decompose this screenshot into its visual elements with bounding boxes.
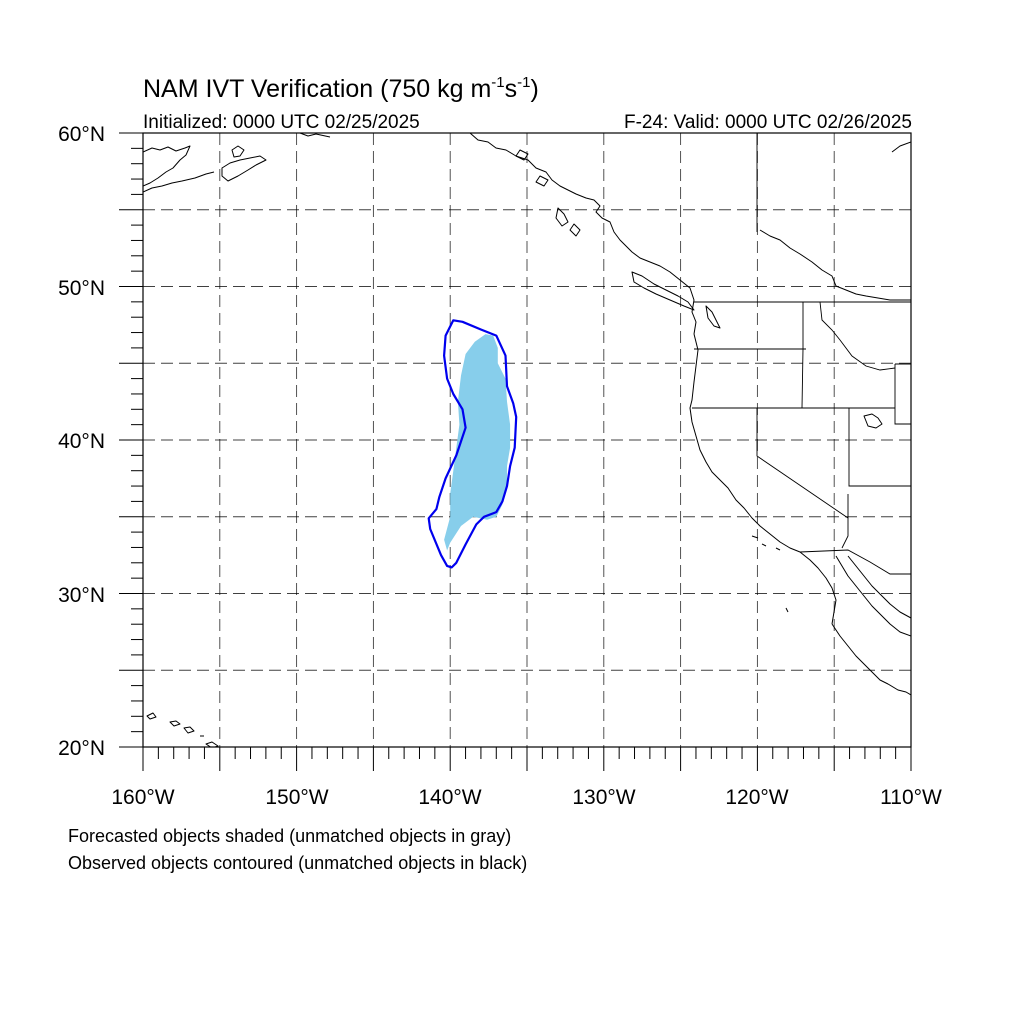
- alaska-south-coast: [299, 133, 331, 138]
- idaho-border: [801, 302, 804, 409]
- lat-label-40n: 40°N: [58, 430, 105, 453]
- cook-inlet: [231, 145, 245, 158]
- gulf-of-california: [835, 555, 911, 637]
- lon-label-110w: 110°W: [880, 786, 942, 809]
- mexico-mainland-coast: [847, 555, 911, 619]
- lon-label-130w: 130°W: [572, 786, 635, 809]
- longitude-labels: 160°W 150°W 140°W 130°W 120°W 110°W: [111, 786, 942, 809]
- lon-label-140w: 140°W: [418, 786, 481, 809]
- coastlines: [143, 133, 911, 747]
- inland-bc-coast: [759, 229, 911, 301]
- alaska-panhandle-coast: [469, 133, 697, 335]
- channel-islands: [751, 535, 789, 613]
- us-mexico-border: [799, 549, 911, 575]
- alaska-islands: [515, 149, 581, 237]
- political-borders: [692, 133, 911, 575]
- utah-border: [848, 408, 911, 487]
- wyoming-border: [894, 363, 911, 425]
- lat-label-30n: 30°N: [58, 584, 105, 607]
- valid-time-label: F-24: Valid: 0000 UTC 02/26/2025: [624, 112, 912, 133]
- puget-sound: [705, 305, 721, 329]
- graticule: [143, 133, 911, 747]
- kodiak-island: [221, 155, 267, 182]
- map-title: NAM IVT Verification (750 kg m-1s-1): [143, 74, 539, 103]
- nevada-border: [756, 408, 849, 519]
- lon-label-150w: 150°W: [265, 786, 328, 809]
- lat-label-50n: 50°N: [58, 277, 105, 300]
- baja-california: [831, 623, 911, 696]
- latitude-labels: 60°N 50°N 40°N 30°N 20°N: [58, 123, 105, 760]
- great-salt-lake: [863, 413, 883, 429]
- axis-ticks: [119, 132, 912, 771]
- initialized-label: Initialized: 0000 UTC 02/25/2025: [143, 112, 420, 133]
- haida-gwaii: [555, 207, 569, 227]
- colorado-river: [841, 518, 849, 549]
- forecast-ivt-object: [444, 334, 511, 551]
- lat-label-20n: 20°N: [58, 737, 105, 760]
- vancouver-island: [631, 271, 695, 311]
- alaska-coast-bottom: [143, 171, 215, 193]
- alaska-top-right: [891, 141, 911, 153]
- legend-observed-note: Observed objects contoured (unmatched ob…: [68, 853, 527, 873]
- lon-label-120w: 120°W: [725, 786, 788, 809]
- observed-ivt-contour: [427, 319, 518, 569]
- lon-label-160w: 160°W: [111, 786, 174, 809]
- alaska-coast-west: [143, 145, 191, 187]
- hawaii-islands: [146, 712, 219, 747]
- lat-label-60n: 60°N: [58, 123, 105, 146]
- idaho-montana-border: [819, 301, 896, 371]
- us-west-coast: [689, 333, 837, 625]
- legend-forecast-note: Forecasted objects shaded (unmatched obj…: [68, 826, 511, 846]
